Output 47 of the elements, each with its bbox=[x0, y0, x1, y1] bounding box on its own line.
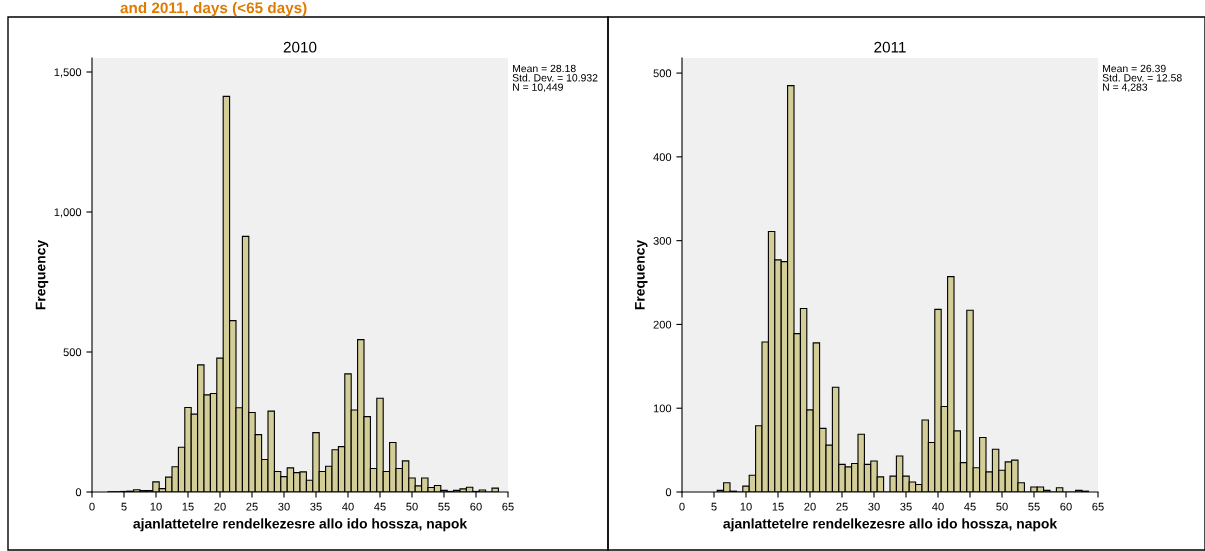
y-axis-title: Frequency bbox=[35, 239, 49, 310]
x-tick-label: 10 bbox=[740, 502, 752, 511]
x-tick-label: 40 bbox=[342, 502, 354, 511]
x-tick-label: 35 bbox=[310, 502, 322, 511]
text: Mean = 26.39 Std. Dev. = 12.58 N = 4,283 bbox=[1102, 64, 1182, 93]
x-tick-label: 0 bbox=[89, 502, 95, 511]
x-tick-label: 50 bbox=[406, 502, 418, 511]
chart-subtitle: and 2011, days (<65 days) bbox=[120, 2, 307, 17]
y-tick-label: 200 bbox=[653, 320, 672, 329]
y-axis-title: Frequency bbox=[635, 239, 648, 310]
x-tick-label: 5 bbox=[121, 502, 127, 511]
chart-title: 2010 bbox=[283, 41, 317, 53]
x-tick-label: 10 bbox=[150, 502, 162, 511]
text: Mean = 28.18 Std. Dev. = 10.932 N = 10,449 bbox=[512, 64, 598, 93]
x-axis-title: ajanlattetelre rendelkezesre allo ido hossza, napok bbox=[133, 518, 468, 532]
y-tick-label: 0 bbox=[75, 488, 82, 497]
y-tick-label: 1,500 bbox=[54, 68, 82, 78]
y-tick-label: 1,000 bbox=[54, 208, 82, 218]
x-tick-label: 55 bbox=[438, 502, 450, 511]
y-tick-label: 500 bbox=[63, 348, 82, 357]
x-tick-label: 20 bbox=[214, 502, 226, 511]
x-tick-label: 30 bbox=[868, 502, 880, 511]
x-tick-label: 35 bbox=[900, 502, 912, 511]
y-tick-label: 100 bbox=[653, 404, 672, 413]
x-tick-label: 50 bbox=[996, 502, 1008, 511]
y-tick-label: 400 bbox=[653, 153, 672, 161]
y-tick-label: 0 bbox=[665, 488, 672, 497]
x-tick-label: 30 bbox=[278, 502, 290, 511]
x-tick-label: 65 bbox=[1092, 502, 1104, 511]
x-tick-label: 60 bbox=[1060, 502, 1072, 511]
x-tick-label: 65 bbox=[502, 502, 514, 511]
x-tick-label: 45 bbox=[374, 502, 386, 511]
x-tick-label: 25 bbox=[246, 502, 258, 511]
x-tick-label: 20 bbox=[804, 502, 816, 511]
x-tick-label: 55 bbox=[1028, 502, 1040, 511]
x-tick-label: 5 bbox=[711, 502, 717, 511]
chart-title: 2011 bbox=[874, 41, 906, 53]
x-tick-label: 15 bbox=[182, 502, 194, 511]
x-tick-label: 0 bbox=[679, 502, 685, 511]
x-tick-label: 45 bbox=[964, 502, 976, 511]
y-tick-label: 500 bbox=[653, 69, 672, 78]
x-tick-label: 15 bbox=[772, 502, 784, 511]
x-tick-label: 25 bbox=[836, 502, 848, 511]
x-tick-label: 40 bbox=[932, 502, 944, 511]
y-tick-label: 300 bbox=[653, 236, 672, 245]
x-axis-title: ajanlattetelre rendelkezesre allo ido hossza, napok bbox=[723, 518, 1058, 532]
x-tick-label: 60 bbox=[470, 502, 482, 511]
